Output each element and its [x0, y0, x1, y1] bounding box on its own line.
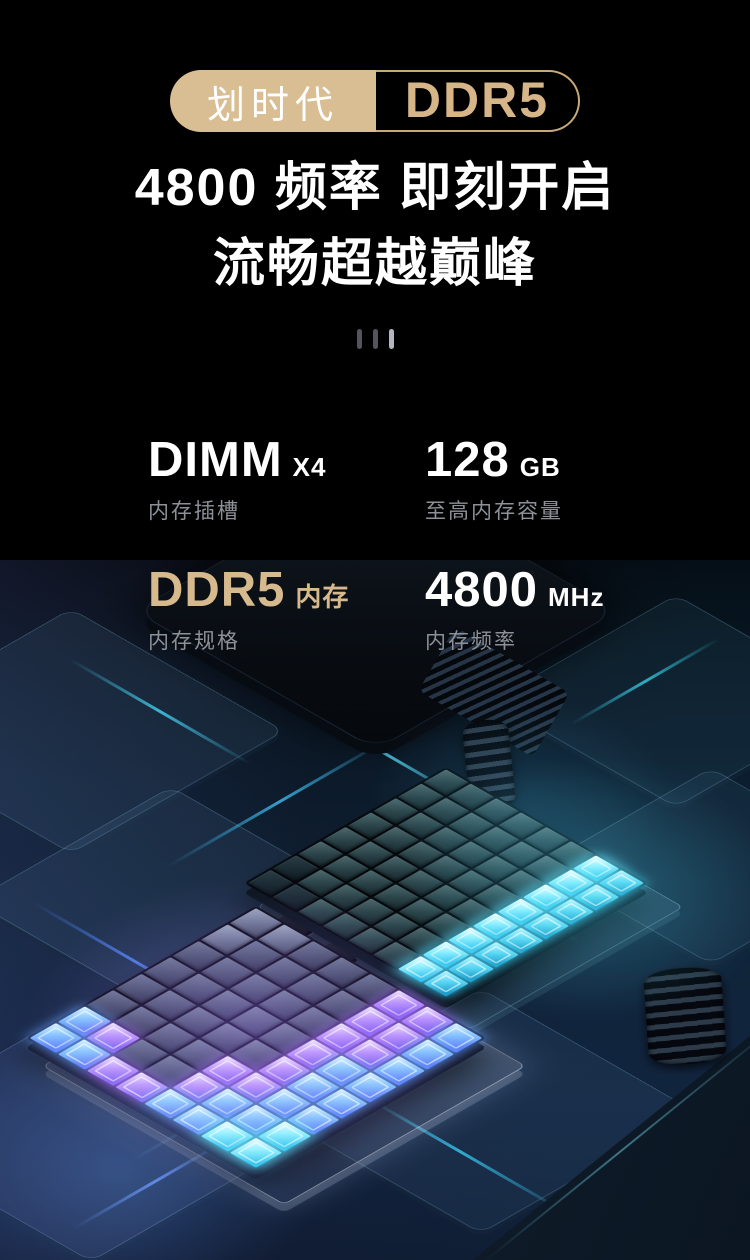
spec-label: 内存规格 [148, 630, 240, 653]
badge-left-label: 划时代 [206, 84, 339, 127]
spec-unit: GB [519, 452, 561, 482]
spec-unit: MHz [548, 582, 605, 612]
inductor-coil [642, 965, 728, 1067]
title-badge: 划时代 DDR5 [170, 70, 580, 132]
badge-right-label: DDR5 [404, 71, 550, 128]
divider-bar [388, 329, 394, 349]
spec-label: 至高内存容量 [425, 500, 563, 523]
spec-value: DIMM [148, 433, 283, 487]
spec-frequency: 4800 MHz 内存频率 [425, 566, 604, 655]
page-title: 4800 频率 即刻开启 流畅超越巅峰 [0, 150, 750, 302]
hero-board-image [0, 560, 750, 1260]
badge-left-pill: 划时代 [170, 70, 376, 132]
page-title-line2: 流畅超越巅峰 [212, 235, 537, 293]
page-title-line1: 4800 频率 即刻开启 [134, 159, 616, 217]
spec-label: 内存频率 [425, 630, 517, 653]
spec-dimm-slots: DIMM X4 内存插槽 [148, 436, 326, 525]
spec-value: 4800 [425, 563, 539, 617]
spec-max-capacity: 128 GB 至高内存容量 [425, 436, 563, 525]
divider-bar [356, 329, 362, 349]
divider-bars [0, 329, 750, 349]
spec-unit: X4 [292, 452, 327, 482]
spec-unit: 内存 [295, 582, 350, 612]
spec-value: 128 [425, 433, 510, 487]
badge-right-pill: DDR5 [376, 70, 580, 132]
spec-label: 内存插槽 [148, 500, 240, 523]
spec-value: DDR5 [148, 563, 286, 617]
divider-bar [372, 329, 378, 349]
spec-memory-type: DDR5 内存 内存规格 [148, 566, 349, 655]
